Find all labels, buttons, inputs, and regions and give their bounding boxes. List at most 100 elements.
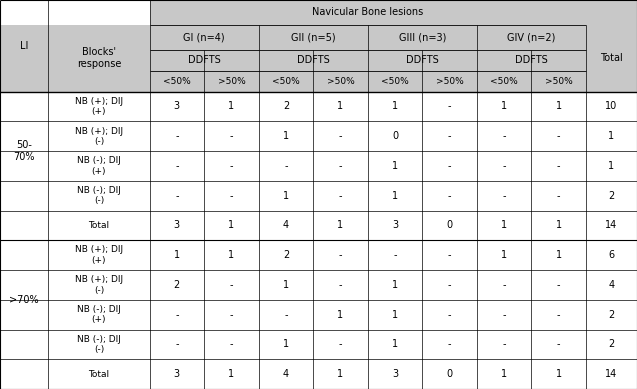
Text: 1: 1 <box>283 191 289 201</box>
Text: -: - <box>230 131 233 141</box>
Text: 1: 1 <box>392 339 398 349</box>
Text: -: - <box>230 310 233 320</box>
Text: -: - <box>339 191 342 201</box>
Text: 0: 0 <box>447 221 453 230</box>
Text: 1: 1 <box>338 102 343 112</box>
Text: -: - <box>339 250 342 260</box>
Text: 3: 3 <box>392 369 398 379</box>
Text: -: - <box>175 161 178 171</box>
Text: DDFTS: DDFTS <box>515 55 548 65</box>
Text: 1: 1 <box>555 102 562 112</box>
Text: -: - <box>339 339 342 349</box>
Text: -: - <box>448 310 452 320</box>
Text: -: - <box>230 280 233 290</box>
Text: NB (-); DIJ
(+): NB (-); DIJ (+) <box>77 156 121 176</box>
Text: 1: 1 <box>283 280 289 290</box>
Text: >50%: >50% <box>327 77 354 86</box>
Text: 0: 0 <box>392 131 398 141</box>
Text: NB (-); DIJ
(+): NB (-); DIJ (+) <box>77 305 121 324</box>
Text: -: - <box>175 339 178 349</box>
Text: -: - <box>284 161 288 171</box>
Text: -: - <box>557 191 561 201</box>
Text: >50%: >50% <box>545 77 573 86</box>
Bar <box>0 50 637 71</box>
Text: -: - <box>230 191 233 201</box>
Text: 1: 1 <box>283 339 289 349</box>
Text: 4: 4 <box>283 369 289 379</box>
Text: 2: 2 <box>608 191 615 201</box>
Text: <50%: <50% <box>163 77 190 86</box>
Text: -: - <box>557 310 561 320</box>
Text: -: - <box>339 131 342 141</box>
Text: 2: 2 <box>283 102 289 112</box>
Text: 1: 1 <box>283 131 289 141</box>
Text: 1: 1 <box>392 102 398 112</box>
Text: Blocks'
response: Blocks' response <box>77 47 121 69</box>
Text: DDFTS: DDFTS <box>188 55 220 65</box>
Text: 2: 2 <box>608 310 615 320</box>
Text: 2: 2 <box>283 250 289 260</box>
Text: Total: Total <box>89 221 110 230</box>
Text: 4: 4 <box>283 221 289 230</box>
Text: GIV (n=2): GIV (n=2) <box>507 32 555 42</box>
Text: -: - <box>175 310 178 320</box>
Text: -: - <box>339 161 342 171</box>
Text: -: - <box>448 102 452 112</box>
Text: 1: 1 <box>608 161 615 171</box>
Text: 2: 2 <box>174 280 180 290</box>
Text: 2: 2 <box>608 339 615 349</box>
Text: <50%: <50% <box>381 77 409 86</box>
Text: 3: 3 <box>174 102 180 112</box>
Text: <50%: <50% <box>490 77 518 86</box>
Text: 1: 1 <box>228 369 234 379</box>
Text: GII (n=5): GII (n=5) <box>291 32 336 42</box>
Text: >50%: >50% <box>436 77 464 86</box>
Text: -: - <box>503 339 506 349</box>
Text: >70%: >70% <box>10 295 39 305</box>
Text: 1: 1 <box>338 221 343 230</box>
Text: 10: 10 <box>605 102 618 112</box>
Text: <50%: <50% <box>272 77 300 86</box>
Bar <box>0 71 637 92</box>
Text: 1: 1 <box>501 221 507 230</box>
Text: -: - <box>503 161 506 171</box>
Text: 1: 1 <box>228 250 234 260</box>
Text: 3: 3 <box>174 221 180 230</box>
Text: 50-
70%: 50- 70% <box>13 140 35 162</box>
Text: -: - <box>557 131 561 141</box>
Text: -: - <box>448 131 452 141</box>
Text: -: - <box>503 280 506 290</box>
Text: 1: 1 <box>174 250 180 260</box>
Text: -: - <box>448 161 452 171</box>
Text: 1: 1 <box>228 221 234 230</box>
Text: NB (+); DIJ
(-): NB (+); DIJ (-) <box>75 275 123 294</box>
Text: 6: 6 <box>608 250 615 260</box>
Text: -: - <box>339 280 342 290</box>
Text: -: - <box>230 339 233 349</box>
Text: >50%: >50% <box>217 77 245 86</box>
Text: 1: 1 <box>392 310 398 320</box>
Text: 1: 1 <box>501 250 507 260</box>
Text: DDFTS: DDFTS <box>406 55 439 65</box>
Text: 1: 1 <box>392 191 398 201</box>
Text: -: - <box>503 191 506 201</box>
Text: -: - <box>557 339 561 349</box>
Text: -: - <box>503 310 506 320</box>
Text: LI: LI <box>20 41 29 51</box>
Text: NB (+); DIJ
(+): NB (+); DIJ (+) <box>75 245 123 265</box>
Text: -: - <box>448 250 452 260</box>
Text: -: - <box>557 161 561 171</box>
Text: -: - <box>448 280 452 290</box>
Bar <box>0 25 637 50</box>
Text: 14: 14 <box>605 369 618 379</box>
Text: 3: 3 <box>392 221 398 230</box>
Text: Navicular Bone lesions: Navicular Bone lesions <box>312 7 424 18</box>
Text: -: - <box>448 191 452 201</box>
Text: 1: 1 <box>555 369 562 379</box>
Text: NB (+); DIJ
(-): NB (+); DIJ (-) <box>75 126 123 146</box>
Text: 1: 1 <box>555 221 562 230</box>
Text: 1: 1 <box>555 250 562 260</box>
Text: 1: 1 <box>392 161 398 171</box>
Text: -: - <box>503 131 506 141</box>
Text: -: - <box>284 310 288 320</box>
